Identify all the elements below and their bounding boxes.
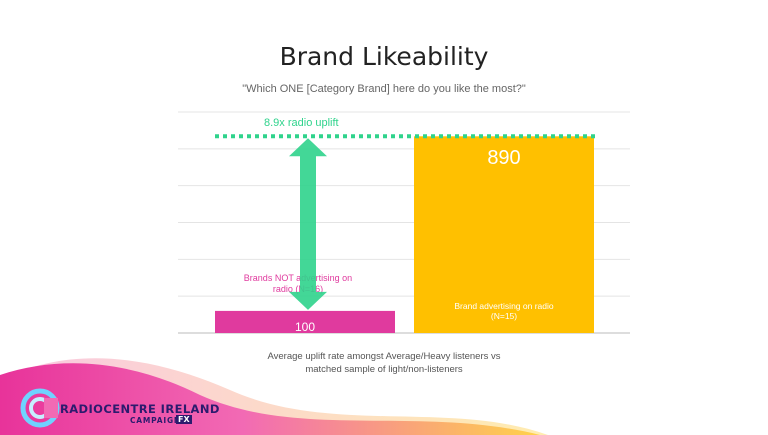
chart-caption: Average uplift rate amongst Average/Heav… — [0, 350, 768, 376]
uplift-double-arrow-icon — [289, 138, 327, 310]
brand-name: RADIOCENTRE IRELAND — [60, 402, 220, 416]
bar-labels: 100 890 Brands NOT advertising on radio (N=… — [244, 147, 554, 334]
chart-title: Brand Likeability — [279, 42, 489, 71]
bar-value-1: 100 — [295, 320, 315, 334]
bars — [215, 136, 594, 333]
brand-campaign: CAMPAIGN — [130, 416, 182, 425]
bar-2 — [414, 136, 594, 333]
bar-value-2: 890 — [487, 147, 520, 169]
category-label-2: Brand advertising on radio (N=15) — [454, 301, 554, 321]
caption-line-1: Average uplift rate amongst Average/Heav… — [267, 351, 501, 362]
brand-badge: FX — [176, 415, 192, 424]
category-label-1: Brands NOT advertising on radio (N=16) — [244, 273, 352, 294]
chart-subtitle: "Which ONE [Category Brand] here do you … — [242, 83, 526, 95]
bar-chart: 100 890 Brands NOT advertising on radio (N=… — [178, 111, 630, 334]
uplift-label: 8.9x radio uplift — [264, 117, 339, 129]
uplift-annotation: 8.9x radio uplift — [215, 117, 596, 310]
bar-1 — [215, 310, 395, 333]
caption-line-2: matched sample of light/non-listeners — [305, 364, 463, 375]
footer-wave — [0, 358, 548, 435]
